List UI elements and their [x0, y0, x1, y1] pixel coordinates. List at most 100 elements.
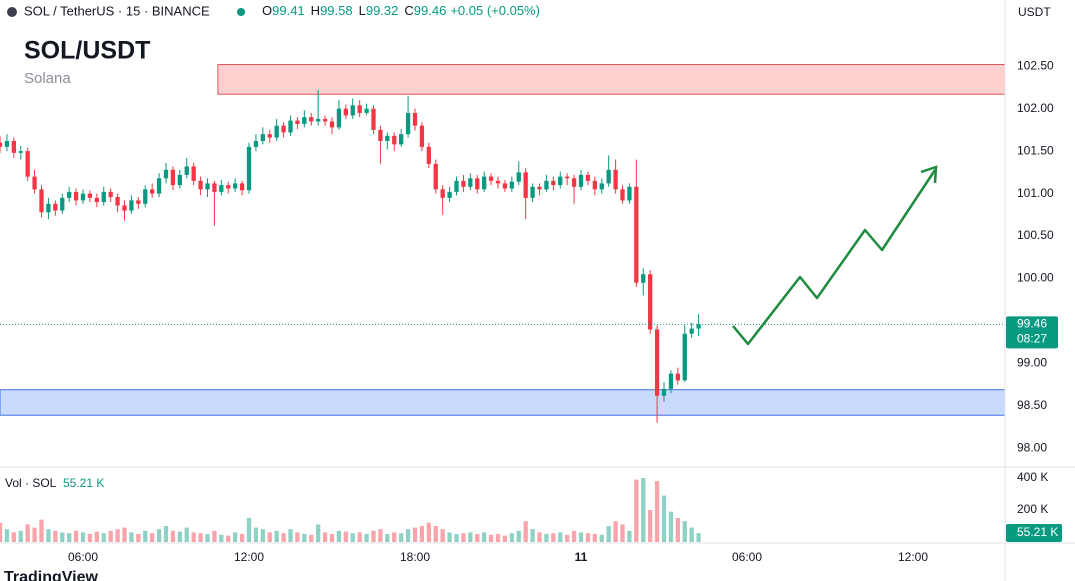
- candle-body: [122, 205, 127, 211]
- candle-body: [184, 166, 189, 175]
- candle-body: [696, 324, 701, 329]
- candle-body: [60, 197, 65, 211]
- volume-bar: [488, 534, 494, 542]
- volume-bar: [309, 534, 314, 542]
- volume-bar: [461, 533, 466, 542]
- candle-body: [343, 108, 348, 116]
- volume-bar: [350, 533, 355, 542]
- ohlc-legend: O99.41 H99.58 L99.32 C99.46 +0.05 (+0.05%): [262, 3, 540, 18]
- last-price-box: [1006, 316, 1058, 349]
- volume-bar: [412, 527, 418, 542]
- candle-body: [316, 118, 321, 122]
- volume-bar: [302, 534, 307, 542]
- volume-bar: [613, 521, 618, 542]
- candle-body: [239, 183, 245, 191]
- volume-bar: [627, 530, 632, 542]
- candle-body: [454, 180, 459, 192]
- volume-bar: [136, 534, 141, 542]
- y-tick-label: 100.00: [1017, 271, 1054, 285]
- volume-bar: [495, 534, 501, 542]
- candle-body: [523, 172, 528, 198]
- volume-bar: [551, 533, 556, 542]
- volume-bar: [433, 526, 438, 542]
- candle-body: [544, 180, 549, 190]
- candle-body: [73, 191, 79, 201]
- y-tick-label: 101.00: [1017, 186, 1054, 200]
- volume-bar: [599, 534, 604, 542]
- volume-bar: [426, 522, 431, 542]
- candle-body: [156, 178, 162, 194]
- symbol[interactable]: SOL / TetherUS · 15 · BINANCE: [24, 3, 210, 18]
- ohlc-value: 99.41: [272, 3, 305, 18]
- candle-body: [143, 189, 148, 204]
- volume-bar: [371, 530, 376, 542]
- volume-bar: [191, 532, 196, 542]
- candle-body: [675, 373, 680, 381]
- volume-bar: [585, 533, 591, 542]
- countdown: 08:27: [1017, 332, 1047, 346]
- volume-bar: [18, 530, 23, 542]
- y-tick-label: 100.50: [1017, 228, 1054, 242]
- volume-bar: [364, 534, 369, 542]
- volume-bar: [634, 479, 639, 542]
- volume-bar: [578, 532, 584, 542]
- candle-body: [39, 189, 44, 213]
- x-tick-label: 06:00: [732, 550, 762, 564]
- volume-bar: [267, 532, 272, 542]
- candle-body: [226, 185, 231, 189]
- candle-body: [309, 117, 314, 122]
- volume-bar: [11, 532, 16, 542]
- symbol-icon: [7, 7, 17, 17]
- volume-bar: [73, 530, 79, 542]
- volume-bar: [0, 522, 3, 542]
- projection-arrow: [732, 169, 937, 346]
- volume-bar: [4, 529, 10, 542]
- volume-bar: [454, 534, 459, 542]
- candle-body: [634, 186, 639, 283]
- candle-body: [385, 135, 390, 141]
- candle-body: [233, 183, 238, 189]
- volume-bar: [385, 534, 390, 542]
- candle-body: [599, 183, 604, 190]
- volume-bar: [122, 527, 127, 542]
- candle-body: [620, 189, 625, 201]
- volume-bar: [46, 529, 51, 542]
- last-volume-box: [1006, 524, 1062, 542]
- candle-body: [682, 333, 687, 381]
- candle-body: [392, 135, 397, 145]
- volume-bar: [32, 527, 37, 542]
- volume-bar: [80, 532, 86, 542]
- candle-body: [129, 200, 134, 211]
- volume-bar: [654, 481, 660, 542]
- volume-bar: [219, 534, 224, 542]
- candle-body: [461, 180, 466, 187]
- candle-body: [668, 373, 674, 389]
- chart-title: SOL/USDT: [24, 37, 150, 65]
- y-tick-label: 99.00: [1017, 356, 1047, 370]
- volume-bar: [475, 534, 480, 542]
- candle-body: [302, 117, 307, 124]
- volume-bar: [108, 530, 113, 542]
- volume-bar: [565, 534, 570, 542]
- volume-bar: [641, 478, 646, 542]
- currency[interactable]: USDT: [1018, 5, 1051, 19]
- ohlc-key: L: [359, 3, 366, 18]
- volume-bar: [322, 532, 328, 542]
- ohlc-key: C: [404, 3, 413, 18]
- volume-bar: [143, 530, 148, 542]
- candle-body: [399, 134, 404, 145]
- volume-bar: [170, 530, 176, 542]
- volume-bar: [523, 521, 528, 542]
- candle-body: [654, 329, 660, 396]
- candle-body: [606, 169, 611, 184]
- volume-bar: [343, 531, 348, 542]
- volume-bar: [689, 527, 694, 542]
- candle-body: [253, 140, 259, 147]
- zone: [0, 389, 1006, 416]
- candle-body: [592, 180, 597, 190]
- volume-bar: [198, 533, 203, 542]
- volume-bar: [516, 530, 521, 542]
- arrow-head: [920, 165, 938, 184]
